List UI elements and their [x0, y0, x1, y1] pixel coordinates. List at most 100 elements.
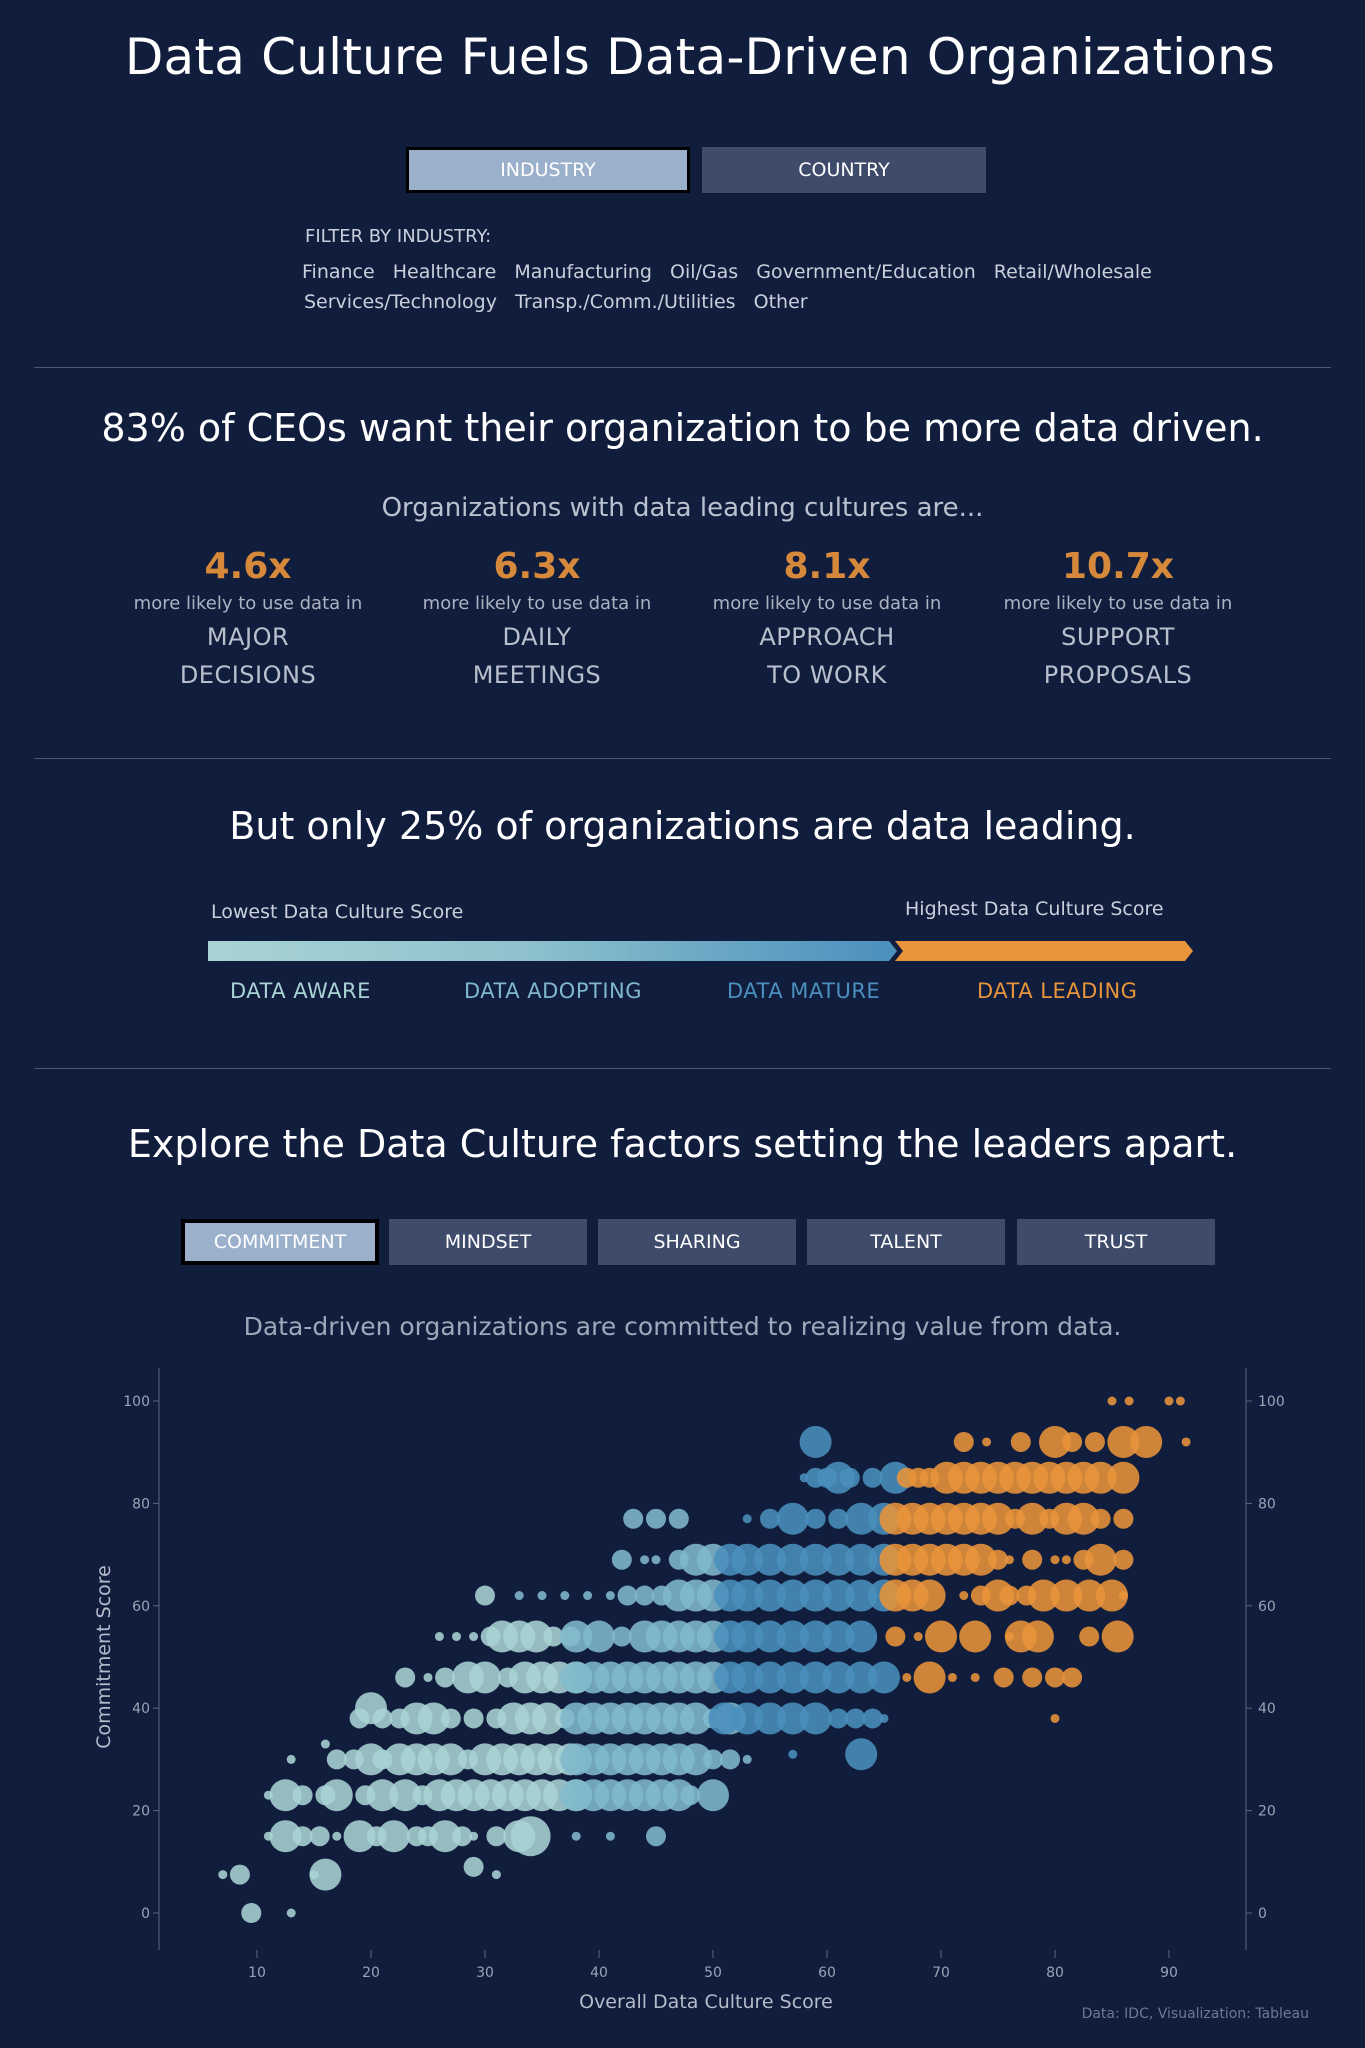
data-point: [269, 1779, 302, 1812]
data-point: [611, 1626, 632, 1647]
x-tick-label: 40: [590, 1965, 608, 1981]
stat-category-line1: DAILY: [502, 623, 572, 651]
data-point: [1039, 1425, 1071, 1458]
data-point: [1004, 1555, 1014, 1565]
y-tick-label-right: 20: [1258, 1804, 1276, 1820]
data-point: [776, 1579, 809, 1612]
tab-trust[interactable]: TRUST: [1017, 1219, 1215, 1265]
data-point: [1124, 1396, 1134, 1406]
data-point: [1062, 1667, 1083, 1688]
data-point: [788, 1749, 798, 1759]
x-tick-label: 30: [476, 1965, 494, 1981]
ceo-headline: 83% of CEOs want their organization to b…: [101, 406, 1264, 450]
filter-other[interactable]: Other: [753, 291, 808, 313]
data-point: [1045, 1667, 1065, 1688]
stat-prefix: more likely to use data in: [133, 593, 363, 614]
data-point: [309, 1826, 330, 1847]
data-point: [697, 1779, 729, 1812]
data-point: [799, 1543, 832, 1576]
data-point: [1090, 1508, 1111, 1529]
tab-sharing[interactable]: SHARING: [598, 1219, 796, 1265]
filter-row-2: Services/Technology Transp./Comm./Utilit…: [304, 291, 820, 313]
data-point: [668, 1508, 689, 1529]
y-tick-label-right: 60: [1258, 1599, 1276, 1615]
filter-manufacturing[interactable]: Manufacturing: [514, 261, 652, 283]
data-point: [828, 1708, 849, 1729]
data-point: [286, 1754, 296, 1764]
stat-prefix: more likely to use data in: [712, 593, 942, 614]
filter-retail-wholesale[interactable]: Retail/Wholesale: [993, 261, 1152, 283]
segment-data-leading: DATA LEADING: [977, 979, 1138, 1003]
y-tick-label: 80: [132, 1496, 150, 1512]
data-point: [469, 1632, 479, 1642]
data-point: [1118, 1591, 1128, 1601]
y-tick-label-right: 100: [1258, 1394, 1285, 1410]
stat-category-line1: APPROACH: [759, 623, 895, 651]
data-point: [452, 1632, 461, 1642]
data-point: [560, 1620, 593, 1653]
data-point: [218, 1870, 228, 1880]
data-point: [537, 1591, 547, 1601]
data-point: [320, 1779, 353, 1812]
data-point: [731, 1579, 764, 1612]
country-toggle[interactable]: COUNTRY: [702, 147, 986, 193]
stat-prefix: more likely to use data in: [422, 593, 652, 614]
data-point: [1010, 1431, 1031, 1452]
data-point: [469, 1831, 479, 1841]
data-point: [605, 1831, 615, 1841]
y-tick-label-right: 0: [1258, 1906, 1267, 1922]
stat-value: 8.1x: [783, 546, 871, 587]
y-tick-label-right: 40: [1258, 1701, 1276, 1717]
x-tick-label: 50: [704, 1965, 722, 1981]
filter-row-1: Finance Healthcare Manufacturing Oil/Gas…: [302, 261, 1164, 283]
filter-finance[interactable]: Finance: [302, 261, 375, 283]
data-point: [828, 1508, 849, 1529]
filter-oil-gas[interactable]: Oil/Gas: [670, 261, 739, 283]
data-point: [1084, 1543, 1117, 1576]
filter-healthcare[interactable]: Healthcare: [392, 261, 497, 283]
data-point: [646, 1508, 666, 1529]
data-point: [531, 1702, 564, 1735]
data-point: [799, 1425, 832, 1458]
data-point: [959, 1620, 992, 1653]
data-point: [913, 1632, 923, 1642]
filter-transp-comm-utilities[interactable]: Transp./Comm./Utilities: [515, 291, 736, 313]
data-point: [970, 1672, 980, 1682]
data-point: [1079, 1626, 1100, 1647]
data-point: [229, 1864, 250, 1885]
factor-description: Data-driven organizations are committed …: [243, 1312, 1122, 1341]
data-point: [760, 1508, 780, 1529]
data-point: [1084, 1461, 1117, 1494]
data-point: [742, 1754, 752, 1764]
x-tick-label: 80: [1046, 1965, 1064, 1981]
y-tick-label: 20: [132, 1804, 150, 1820]
scale-blue-segment: [208, 941, 897, 961]
tab-commitment[interactable]: COMMITMENT: [181, 1219, 379, 1265]
data-point: [902, 1672, 912, 1682]
data-point: [1062, 1431, 1083, 1452]
industry-toggle[interactable]: INDUSTRY: [406, 147, 690, 193]
filter-services-technology[interactable]: Services/Technology: [304, 291, 497, 313]
data-point: [988, 1549, 1008, 1570]
tab-talent[interactable]: TALENT: [807, 1219, 1005, 1265]
data-point: [845, 1661, 878, 1694]
data-point: [862, 1708, 883, 1729]
filter-government-education[interactable]: Government/Education: [756, 261, 976, 283]
data-point: [366, 1779, 399, 1812]
data-point: [475, 1585, 495, 1606]
data-point: [1050, 1713, 1060, 1723]
x-tick-label: 20: [362, 1965, 380, 1981]
tab-mindset[interactable]: MINDSET: [389, 1219, 587, 1265]
data-point: [845, 1502, 878, 1535]
data-point: [776, 1543, 809, 1576]
data-point: [947, 1672, 957, 1682]
stat-value: 6.3x: [493, 546, 581, 587]
data-point: [429, 1820, 462, 1853]
data-point: [646, 1826, 666, 1847]
data-point: [799, 1661, 832, 1694]
data-point: [440, 1708, 461, 1729]
stat-category-line2: MEETINGS: [472, 661, 602, 689]
credit: Data: IDC, Visualization: Tableau: [1081, 2006, 1309, 2022]
data-point: [605, 1591, 615, 1601]
leading-headline: But only 25% of organizations are data l…: [229, 804, 1136, 848]
